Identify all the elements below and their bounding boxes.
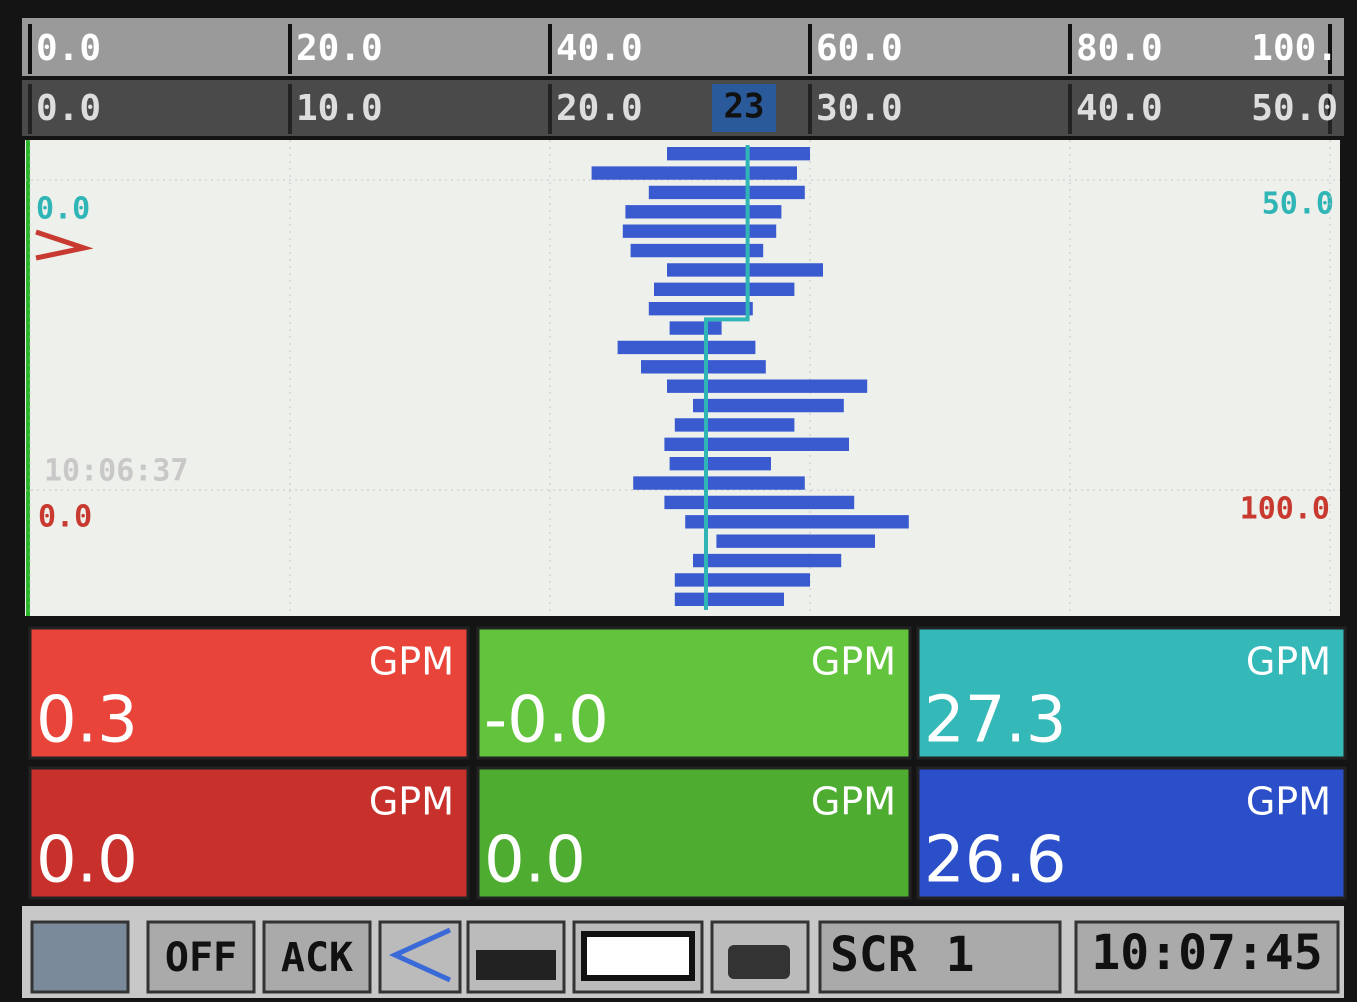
trace-bar: [623, 225, 776, 238]
printer-icon: [728, 945, 790, 979]
screen-label: SCR 1: [830, 927, 975, 983]
recorder-screen: 23 0.0 50.0 10:06:37 0.0 100.0 GPM 0.3 GPM…: [0, 0, 1357, 1002]
trace-bar: [649, 186, 805, 199]
bar-icon: [476, 950, 556, 980]
trend-label: 0.0: [38, 500, 92, 535]
trend-time: 10:06:37: [44, 454, 189, 489]
panel-value: 0.3: [36, 684, 138, 758]
trace-bar: [693, 554, 841, 567]
tick-label: 100.: [1251, 28, 1338, 69]
tick-label: 40.0: [556, 28, 643, 69]
panel-value: 27.3: [924, 684, 1067, 758]
panel-unit: GPM: [811, 780, 896, 824]
trace-bar: [641, 360, 766, 373]
panel-value: 26.6: [924, 824, 1067, 898]
trace-bar: [670, 457, 771, 470]
tick-label: 0.0: [36, 88, 101, 129]
tick-label: 20.0: [556, 88, 643, 129]
tick-label: 0.0: [36, 28, 101, 69]
trace-bar: [649, 302, 753, 315]
trace-bar: [675, 418, 795, 431]
keyboard-icon: [584, 934, 692, 978]
trace-bar: [675, 593, 784, 606]
panel-unit: GPM: [1246, 780, 1331, 824]
trace-bar: [667, 147, 810, 160]
trace-bar: [716, 535, 875, 548]
trace-bar: [664, 496, 854, 509]
ack-label: ACK: [281, 935, 353, 981]
panel-unit: GPM: [811, 640, 896, 684]
trace-bar: [633, 476, 805, 489]
tick-label: 40.0: [1076, 88, 1163, 129]
trace-bar: [693, 399, 844, 412]
tick-label: 50.0: [1251, 88, 1338, 129]
panel-value: -0.0: [484, 684, 609, 758]
trace-bar: [631, 244, 764, 257]
trace-bar: [654, 283, 794, 296]
menu-button[interactable]: [32, 922, 128, 992]
trace-bar: [592, 166, 797, 179]
trace-bar: [664, 438, 849, 451]
trace-bar: [667, 263, 823, 276]
panel-value: 0.0: [484, 824, 586, 898]
trace-bar: [618, 341, 756, 354]
tick-label: 20.0: [296, 28, 383, 69]
trace-bar: [667, 380, 867, 393]
trace-bar: [625, 205, 781, 218]
trend-label: 100.0: [1240, 492, 1330, 527]
cursor-label: 23: [724, 87, 765, 127]
clock: 10:07:45: [1091, 925, 1322, 981]
trace-bar: [685, 515, 909, 528]
tick-label: 30.0: [816, 88, 903, 129]
tick-label: 80.0: [1076, 28, 1163, 69]
trace-bar: [670, 321, 722, 334]
tick-label: 10.0: [296, 88, 383, 129]
panel-unit: GPM: [369, 640, 454, 684]
trend-label: 0.0: [36, 192, 90, 227]
trend-label: 50.0: [1262, 187, 1334, 222]
trace-bar: [675, 573, 810, 586]
off-label: OFF: [165, 935, 237, 981]
panel-unit: GPM: [1246, 640, 1331, 684]
panel-value: 0.0: [36, 824, 138, 898]
tick-label: 60.0: [816, 28, 903, 69]
panel-unit: GPM: [369, 780, 454, 824]
